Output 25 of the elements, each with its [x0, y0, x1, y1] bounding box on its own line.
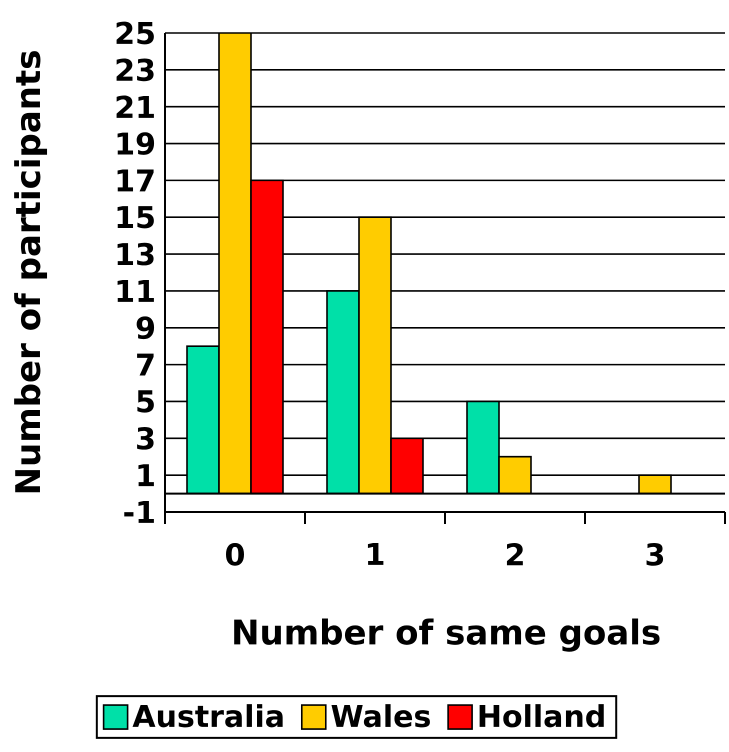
x-axis-title: Number of same goals [234, 618, 660, 652]
y-tick-label: 25 [116, 22, 154, 44]
legend-label: Wales [331, 704, 430, 728]
y-tick-label: 1 [138, 464, 154, 486]
bar [218, 32, 252, 494]
y-axis-title: Number of participants [14, 51, 48, 492]
y-tick-label: 23 [116, 58, 154, 82]
y-tick-label: -1 [124, 501, 154, 523]
y-tick-label: 17 [118, 169, 154, 192]
y-tick-label: 19 [118, 132, 154, 155]
legend-label: Australia [132, 704, 283, 728]
bar [358, 216, 392, 494]
y-tick-label: 11 [118, 280, 154, 302]
y-tick-label: 5 [137, 390, 154, 413]
y-tick-label: 21 [116, 96, 154, 118]
y-tick-label: 13 [118, 242, 154, 266]
y-tick-label: 9 [136, 316, 154, 340]
legend-label: Holland [480, 704, 604, 728]
x-tick-label: 1 [368, 543, 384, 565]
x-tick-label: 2 [506, 543, 523, 566]
y-tick-label: 15 [118, 206, 154, 228]
y-tick-label: 3 [137, 426, 154, 450]
x-tick-label: 3 [646, 543, 664, 566]
y-tick-label: 7 [137, 354, 154, 376]
x-tick-label: 0 [226, 543, 244, 566]
